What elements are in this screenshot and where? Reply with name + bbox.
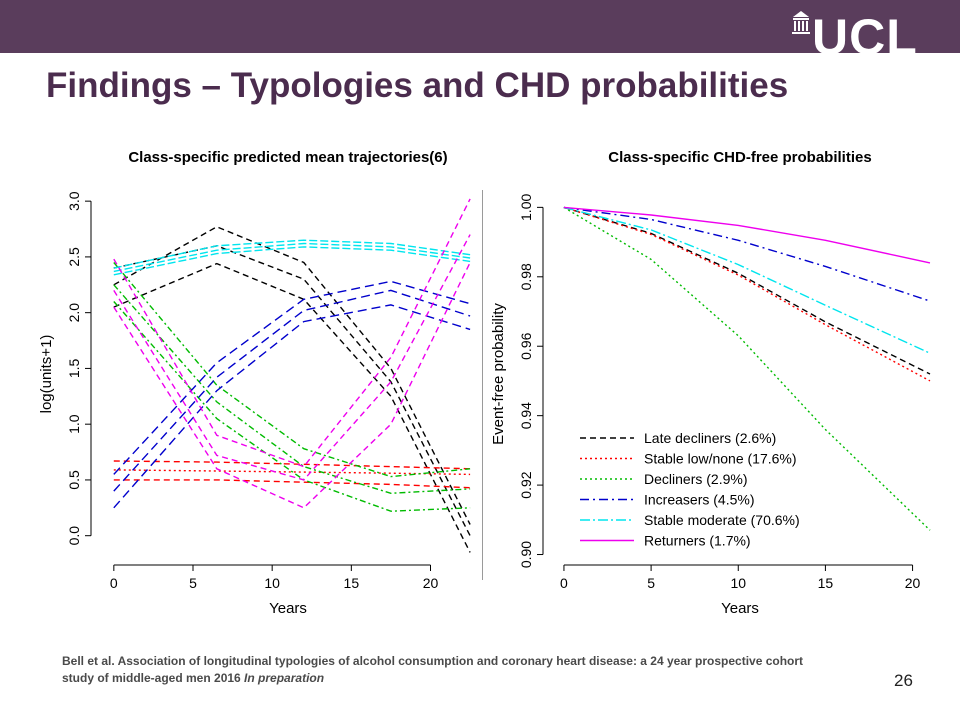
series-line	[113, 280, 471, 475]
series-line	[113, 289, 471, 492]
x-tick-label: 15	[818, 575, 834, 591]
y-tick-label: 0.98	[518, 263, 534, 290]
x-tick-label: 20	[905, 575, 921, 591]
series-line	[113, 234, 471, 481]
series-line	[113, 460, 471, 470]
series-line	[563, 206, 931, 264]
x-tick-label: 10	[264, 575, 280, 591]
y-tick-label: 0.94	[518, 402, 534, 429]
legend-label: Increasers (4.5%)	[644, 492, 754, 508]
series-line	[113, 246, 471, 276]
series-line	[113, 304, 471, 509]
ucl-logo: UCL	[792, 9, 918, 58]
series-line	[113, 198, 471, 468]
series-line	[113, 239, 471, 269]
y-tick-label: 0.96	[518, 332, 534, 359]
citation: Bell et al. Association of longitudinal …	[62, 653, 822, 687]
legend-label: Late decliners (2.6%)	[644, 430, 776, 446]
y-tick-label: 0.5	[66, 470, 82, 490]
logo-text: UCL	[812, 9, 918, 58]
x-tick-label: 0	[110, 575, 118, 591]
series-line	[113, 469, 471, 476]
slide-title: Findings – Typologies and CHD probabilit…	[46, 66, 789, 105]
x-tick-label: 10	[730, 575, 746, 591]
series-line	[563, 206, 931, 375]
legend-label: Stable low/none (17.6%)	[644, 451, 797, 467]
legend-label: Returners (1.7%)	[644, 533, 751, 549]
chd-free-probability-chart: Class-specific CHD-free probabilities 0 5 1…	[490, 149, 931, 617]
series-line	[113, 479, 471, 489]
series-line	[113, 262, 471, 478]
x-tick-label: 15	[344, 575, 360, 591]
y-tick-label: 1.5	[66, 358, 82, 378]
y-axis-label: Event-free probability	[490, 303, 507, 445]
citation-status: In preparation	[244, 671, 325, 685]
x-axis-label: Years	[269, 600, 307, 617]
x-tick-label: 5	[647, 575, 655, 591]
legend: Late decliners (2.6%) Stable low/none (17…	[580, 430, 800, 549]
legend-label: Decliners (2.9%)	[644, 471, 747, 487]
y-tick-label: 3.0	[66, 191, 82, 211]
y-tick-label: 2.0	[66, 303, 82, 323]
chart-title: Class-specific predicted mean trajectori…	[128, 149, 447, 166]
portico-icon	[792, 11, 810, 34]
x-tick-label: 0	[560, 575, 568, 591]
x-tick-label: 20	[423, 575, 439, 591]
series-line	[563, 206, 931, 382]
y-axis-label: log(units+1)	[38, 335, 55, 414]
legend-label: Stable moderate (70.6%)	[644, 512, 800, 528]
trajectories-chart: Class-specific predicted mean trajectori…	[38, 149, 471, 617]
y-tick-label: 1.00	[518, 194, 534, 221]
chart-divider	[482, 190, 483, 580]
series-line	[113, 284, 471, 495]
y-tick-label: 0.90	[518, 541, 534, 568]
series-line	[563, 206, 931, 302]
y-tick-label: 0.92	[518, 471, 534, 498]
x-axis-label: Years	[721, 600, 759, 617]
chart-title: Class-specific CHD-free probabilities	[608, 149, 871, 166]
series-line	[563, 206, 931, 354]
y-tick-label: 1.0	[66, 414, 82, 434]
x-tick-label: 5	[189, 575, 197, 591]
series-line	[113, 242, 471, 273]
y-tick-label: 0.0	[66, 526, 82, 546]
page-number: 26	[894, 671, 913, 690]
series-line	[113, 226, 471, 525]
citation-main: Bell et al. Association of longitudinal …	[62, 654, 804, 685]
y-tick-label: 2.5	[66, 247, 82, 267]
